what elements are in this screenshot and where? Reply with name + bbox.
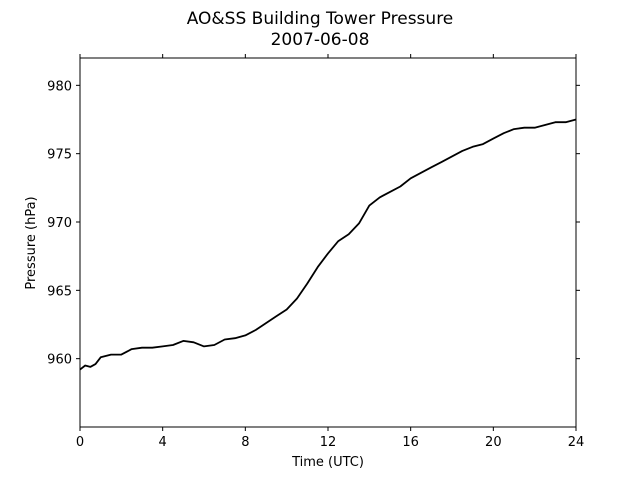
x-tick-label: 16: [402, 435, 419, 450]
x-tick-label: 4: [159, 435, 167, 450]
y-tick-label: 970: [47, 216, 72, 231]
x-tick-label: 8: [241, 435, 249, 450]
x-tick-label: 0: [76, 435, 84, 450]
x-tick-label: 20: [485, 435, 502, 450]
y-axis-label: Pressure (hPa): [24, 196, 39, 289]
chart-title: AO&SS Building Tower Pressure: [187, 9, 454, 29]
plot-area: 0 4 8 12 16 20 24 960 965 970 975 980: [47, 54, 584, 450]
chart-subtitle: 2007-06-08: [271, 30, 370, 50]
y-tick-label: 965: [47, 284, 72, 299]
y-tick-label: 975: [47, 148, 72, 163]
pressure-series-line: [79, 118, 577, 371]
x-axis-label: Time (UTC): [291, 455, 364, 470]
plot-frame: [79, 57, 577, 428]
y-tick-label: 980: [47, 79, 72, 94]
y-tick-label: 960: [47, 353, 72, 368]
x-tick-label: 12: [320, 435, 337, 450]
x-tick-label: 24: [568, 435, 585, 450]
